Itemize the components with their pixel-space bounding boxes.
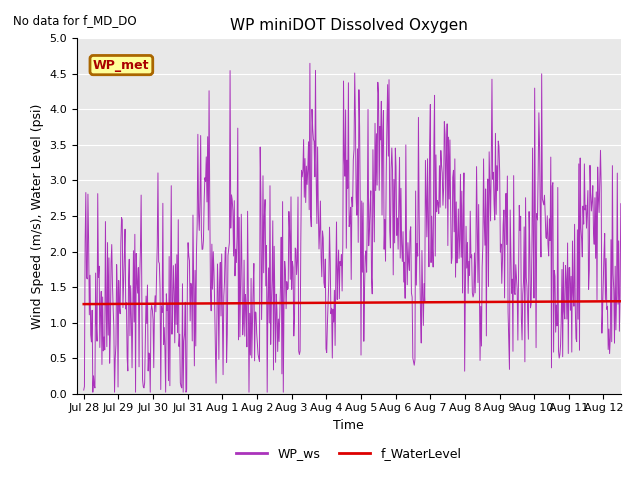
X-axis label: Time: Time: [333, 419, 364, 432]
Legend: WP_ws, f_WaterLevel: WP_ws, f_WaterLevel: [231, 443, 467, 466]
Title: WP miniDOT Dissolved Oxygen: WP miniDOT Dissolved Oxygen: [230, 18, 468, 33]
Text: WP_met: WP_met: [93, 59, 150, 72]
Text: No data for f_MD_DO: No data for f_MD_DO: [13, 14, 136, 27]
Y-axis label: Wind Speed (m/s), Water Level (psi): Wind Speed (m/s), Water Level (psi): [31, 103, 44, 329]
